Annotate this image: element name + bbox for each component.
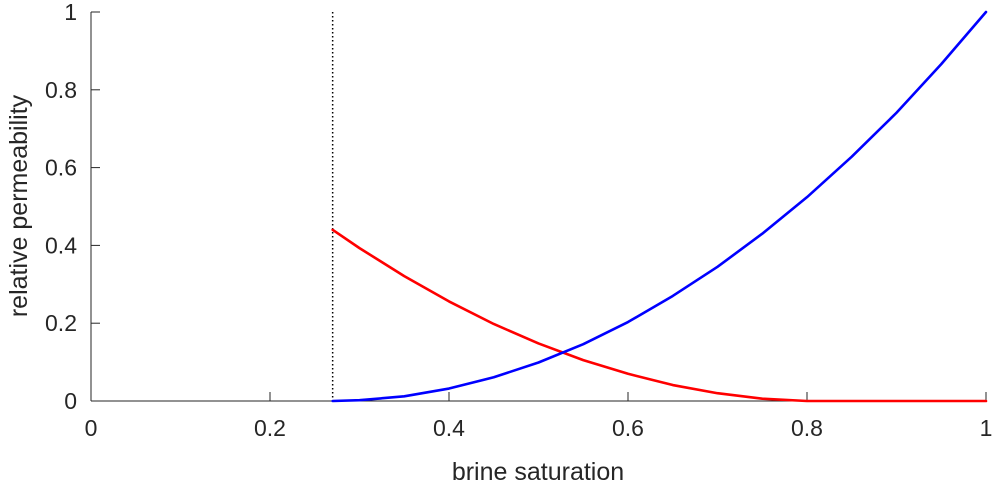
y-tick-label: 1 xyxy=(64,0,77,25)
x-tick-label: 0.6 xyxy=(612,415,644,441)
x-tick-label: 0.8 xyxy=(791,415,823,441)
x-tick-label: 0.2 xyxy=(254,415,286,441)
red-series-line xyxy=(331,228,988,403)
y-tick-label: 0.4 xyxy=(45,232,77,258)
y-tick-label: 0 xyxy=(64,388,77,414)
x-tick-label: 0.4 xyxy=(433,415,465,441)
series-lines xyxy=(331,10,988,403)
y-tick-label: 0.8 xyxy=(45,77,77,103)
x-tick-label: 1 xyxy=(980,415,992,441)
x-tick-label: 0 xyxy=(85,415,98,441)
tick-labels: 0 0.2 0.4 0.6 0.8 1 0 0.2 0.4 0.6 0.8 1 xyxy=(45,0,992,441)
y-tick-label: 0.2 xyxy=(45,310,77,336)
y-tick-label: 0.6 xyxy=(45,155,77,181)
x-axis-label: brine saturation xyxy=(452,458,624,486)
y-axis-label: relative permeability xyxy=(5,94,33,317)
blue-series-line xyxy=(331,10,988,403)
